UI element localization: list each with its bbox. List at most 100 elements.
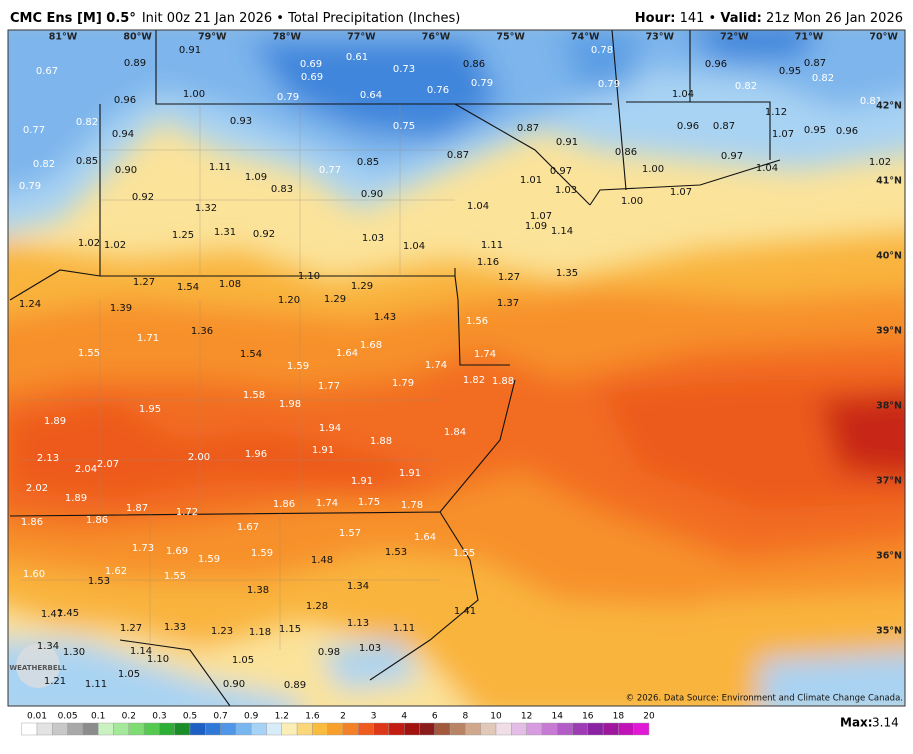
legend-swatch <box>174 722 191 736</box>
hour: 141 • <box>675 11 720 26</box>
precip-value: 1.04 <box>756 163 778 174</box>
legend-label: 1.6 <box>305 712 320 722</box>
precip-value: 1.59 <box>287 361 309 372</box>
longitude-label: 81°W <box>49 32 78 43</box>
legend-swatch <box>296 722 313 736</box>
legend-swatch <box>587 722 604 736</box>
precip-value: 1.89 <box>65 493 87 504</box>
precip-value: 1.01 <box>520 175 542 186</box>
precip-value: 0.79 <box>19 181 41 192</box>
precip-value: 1.04 <box>403 241 425 252</box>
precip-value: 1.53 <box>385 547 407 558</box>
precip-value: 1.54 <box>240 349 262 360</box>
legend-swatch <box>373 722 390 736</box>
precip-value: 1.69 <box>166 546 188 557</box>
legend-label: 0.1 <box>91 712 105 722</box>
precip-value: 0.79 <box>471 78 493 89</box>
precip-value: 1.29 <box>351 281 373 292</box>
legend-swatch <box>480 722 497 736</box>
precip-value: 1.62 <box>105 566 127 577</box>
precip-value: 1.77 <box>318 381 340 392</box>
precip-value: 1.07 <box>772 129 794 140</box>
hour-label: Hour: <box>635 11 676 26</box>
precip-value: 0.69 <box>301 72 323 83</box>
precip-value: 1.10 <box>147 654 169 665</box>
precip-value: 1.91 <box>312 445 334 456</box>
precip-value: 1.39 <box>110 303 132 314</box>
precip-value: 1.91 <box>351 476 373 487</box>
precip-value: 0.90 <box>361 189 383 200</box>
precip-value: 0.96 <box>836 126 858 137</box>
precip-value: 1.74 <box>316 498 338 509</box>
legend-label: 0.05 <box>58 712 78 722</box>
precip-value: 0.82 <box>76 117 98 128</box>
legend-swatch <box>327 722 344 736</box>
precip-value: 2.13 <box>37 453 59 464</box>
precip-value: 1.86 <box>21 517 43 528</box>
longitude-label: 72°W <box>720 32 749 43</box>
precip-value: 1.29 <box>324 294 346 305</box>
precip-value: 0.79 <box>277 92 299 103</box>
precip-value: 1.73 <box>132 543 154 554</box>
longitude-label: 71°W <box>795 32 824 43</box>
precip-value: 0.77 <box>23 125 45 136</box>
legend-swatch <box>312 722 328 736</box>
precip-value: 1.07 <box>670 187 692 198</box>
precip-value: 1.11 <box>393 623 415 634</box>
legend-label: 20 <box>643 712 655 722</box>
precip-value: 1.37 <box>497 298 519 309</box>
legend-swatch <box>52 722 68 736</box>
precip-value: 1.09 <box>245 172 267 183</box>
legend-swatch <box>495 722 512 736</box>
county-lines <box>20 104 455 650</box>
longitude-label: 73°W <box>646 32 675 43</box>
precip-value: 1.59 <box>198 554 220 565</box>
map-frame <box>7 29 906 707</box>
precip-value: 1.56 <box>466 316 488 327</box>
legend-label: 0.5 <box>183 712 197 722</box>
precip-value: 1.15 <box>279 624 301 635</box>
precip-value: 0.89 <box>124 58 146 69</box>
precip-value: 1.74 <box>474 349 496 360</box>
precip-value: 1.64 <box>414 532 436 543</box>
precip-value: 1.59 <box>251 548 273 559</box>
precip-value: 1.82 <box>463 375 485 386</box>
precip-value: 1.53 <box>88 576 110 587</box>
precip-value: 1.27 <box>498 272 520 283</box>
precip-value: 1.00 <box>183 89 205 100</box>
legend-label: 0.2 <box>122 712 136 722</box>
legend-label: 10 <box>490 712 502 722</box>
latitude-label: 39°N <box>876 326 902 337</box>
legend-label: 0.7 <box>213 712 227 722</box>
precip-value: 1.20 <box>278 295 300 306</box>
precip-value: 0.79 <box>598 79 620 90</box>
precip-value: 1.11 <box>481 240 503 251</box>
precip-value: 1.12 <box>765 107 787 118</box>
precip-value: 0.86 <box>463 59 485 70</box>
precip-value: 1.28 <box>306 601 328 612</box>
precip-value: 0.76 <box>427 85 449 96</box>
precip-value: 1.88 <box>492 376 514 387</box>
precip-value: 0.87 <box>713 121 735 132</box>
precip-value: 1.02 <box>78 238 100 249</box>
precip-value: 0.82 <box>33 159 55 170</box>
precip-value: 1.05 <box>118 669 140 680</box>
precip-value: 0.64 <box>360 90 382 101</box>
precip-value: 0.92 <box>253 229 275 240</box>
precip-value: 0.96 <box>705 59 727 70</box>
precip-value: 1.18 <box>249 627 271 638</box>
precip-value: 0.98 <box>318 647 340 658</box>
legend-swatch <box>159 722 175 736</box>
precip-value: 1.16 <box>477 257 499 268</box>
precip-value: 1.23 <box>211 626 233 637</box>
precip-value: 1.88 <box>370 436 392 447</box>
legend-swatch <box>281 722 298 736</box>
precip-value: 1.45 <box>57 608 79 619</box>
valid: 21z Mon 26 Jan 2026 <box>762 11 903 26</box>
precip-value: 0.73 <box>393 64 415 75</box>
precip-value: 0.97 <box>721 151 743 162</box>
precip-field <box>8 30 905 706</box>
precip-value: 1.04 <box>467 201 489 212</box>
precip-value: 1.86 <box>273 499 295 510</box>
precip-value: 1.08 <box>219 279 241 290</box>
